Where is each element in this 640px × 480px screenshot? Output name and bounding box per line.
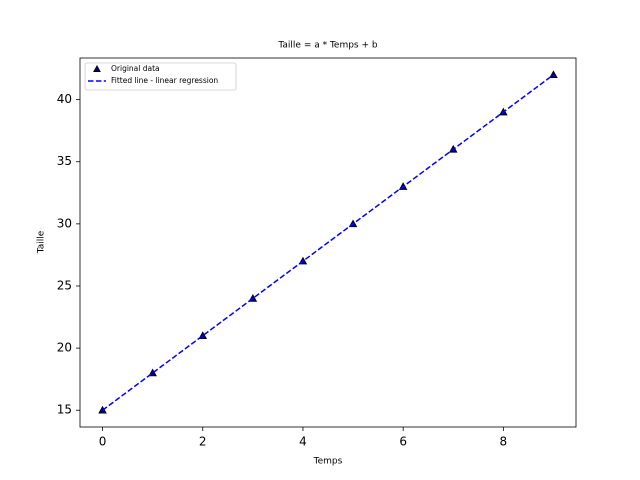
y-tick-label: 40 — [57, 92, 72, 106]
x-tick-label: 0 — [99, 435, 107, 449]
legend-label: Fitted line - linear regression — [111, 76, 218, 85]
x-axis-label: Temps — [313, 457, 343, 467]
legend-box — [84, 62, 237, 91]
y-tick-label: 20 — [57, 341, 72, 355]
y-tick-label: 15 — [57, 403, 72, 417]
x-tick-label: 8 — [500, 435, 508, 449]
x-tick-label: 6 — [399, 435, 407, 449]
y-axis-label: Taille — [37, 230, 47, 254]
legend: Original data Fitted line - linear regres… — [84, 62, 237, 91]
x-tick-label: 2 — [199, 435, 207, 449]
data-point — [549, 70, 558, 79]
y-tick-label: 25 — [57, 278, 72, 292]
fitted-line — [102, 74, 554, 411]
plot-frame — [79, 57, 577, 428]
y-tick-label: 35 — [57, 154, 72, 168]
y-tick-label: 30 — [57, 216, 72, 230]
chart-title: Taille = a * Temps + b — [277, 41, 377, 51]
legend-label: Original data — [111, 64, 160, 73]
legend-marker — [93, 64, 101, 72]
x-tick-label: 4 — [299, 435, 307, 449]
